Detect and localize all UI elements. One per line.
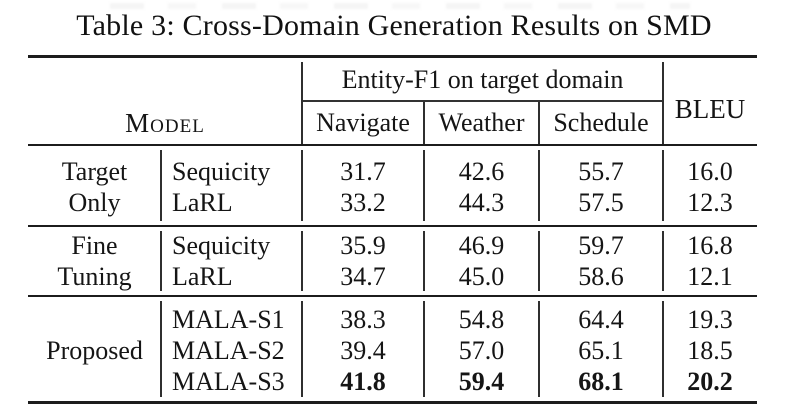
schedule-value: 65.1 <box>578 335 624 365</box>
navigate-value: 34.7 <box>340 261 386 291</box>
table-row: MALA-S2 39.4 57.0 65.1 18.5 <box>161 335 757 366</box>
bleu-value: 12.3 <box>687 187 733 217</box>
group-separator-rule-1 <box>28 225 757 227</box>
column-separator <box>538 301 540 397</box>
table-row: MALA-S3 41.8 59.4 68.1 20.2 <box>161 366 757 397</box>
group-label-line: Only <box>68 188 121 217</box>
navigate-value: 39.4 <box>340 335 386 365</box>
group-separator-rule-2 <box>28 295 757 297</box>
navigate-value: 33.2 <box>340 187 386 217</box>
weather-value: 44.3 <box>458 187 505 217</box>
column-separator <box>423 301 425 397</box>
model-name: MALA-S2 <box>172 335 285 365</box>
group-label: Fine Tuning <box>28 230 161 292</box>
weather-value: 45.0 <box>458 261 505 291</box>
column-separator <box>538 150 540 221</box>
column-separator <box>301 150 303 221</box>
header-separator-model-entity <box>301 62 303 144</box>
column-separator <box>160 231 162 291</box>
row-group-fine-tuning: Fine Tuning Sequicity 35.9 46.9 59.7 16.… <box>28 227 757 295</box>
navigate-value: 41.8 <box>340 366 386 396</box>
group-label-line: Target <box>61 157 128 186</box>
navigate-column-header: Navigate <box>316 108 410 137</box>
column-separator <box>301 231 303 291</box>
column-separator <box>423 150 425 221</box>
bleu-value: 16.8 <box>687 230 733 260</box>
row-group-proposed: Proposed MALA-S1 38.3 54.8 64.4 19.3 MAL… <box>28 297 757 401</box>
model-name: MALA-S3 <box>172 366 285 396</box>
column-separator <box>662 301 664 397</box>
schedule-value: 64.4 <box>578 304 624 334</box>
column-separator <box>301 301 303 397</box>
group-label: Target Only <box>28 156 161 218</box>
model-name: Sequicity <box>172 156 271 186</box>
entity-f1-underline <box>302 100 663 102</box>
bleu-value: 16.0 <box>687 156 733 186</box>
column-separator <box>662 231 664 291</box>
bleu-column-header: BLEU <box>674 93 746 124</box>
schedule-column-header: Schedule <box>553 108 649 137</box>
table-row: MALA-S1 38.3 54.8 64.4 19.3 <box>161 304 757 335</box>
schedule-value: 57.5 <box>578 187 624 217</box>
model-name: LaRL <box>172 187 233 217</box>
table-bottom-rule <box>28 401 757 404</box>
group-label-line: Fine <box>71 231 118 260</box>
navigate-value: 31.7 <box>340 156 386 186</box>
weather-value: 59.4 <box>458 366 505 396</box>
model-column-header: Model <box>125 107 205 138</box>
bleu-value: 18.5 <box>687 335 733 365</box>
column-separator <box>662 150 664 221</box>
schedule-value: 59.7 <box>578 230 624 260</box>
table-row: LaRL 33.2 44.3 57.5 12.3 <box>161 187 757 218</box>
model-name: Sequicity <box>172 230 271 260</box>
schedule-value: 58.6 <box>578 261 624 291</box>
row-group-target-only: Target Only Sequicity 31.7 42.6 55.7 16.… <box>28 146 757 225</box>
navigate-value: 35.9 <box>340 230 386 260</box>
weather-value: 57.0 <box>458 335 505 365</box>
column-separator <box>160 150 162 221</box>
weather-value: 42.6 <box>458 156 505 186</box>
navigate-value: 38.3 <box>340 304 386 334</box>
group-label-line: Tuning <box>57 262 132 291</box>
table-header: Entity-F1 on target domain Model Navigat… <box>28 58 757 144</box>
weather-value: 54.8 <box>458 304 505 334</box>
bleu-value: 20.2 <box>687 366 733 396</box>
column-separator <box>160 301 162 397</box>
header-separator-weather-schedule <box>538 102 540 144</box>
schedule-value: 55.7 <box>578 156 624 186</box>
bleu-value: 19.3 <box>687 304 733 334</box>
column-separator <box>423 231 425 291</box>
bleu-value: 12.1 <box>687 261 733 291</box>
table-top-rule <box>28 55 757 58</box>
header-separator-navigate-weather <box>423 102 425 144</box>
table-row: LaRL 34.7 45.0 58.6 12.1 <box>161 261 757 292</box>
header-bottom-rule <box>28 144 757 146</box>
weather-column-header: Weather <box>438 108 525 137</box>
weather-value: 46.9 <box>458 230 505 260</box>
entity-f1-group-header: Entity-F1 on target domain <box>341 65 624 94</box>
table-row: Sequicity 35.9 46.9 59.7 16.8 <box>161 230 757 261</box>
group-label: Proposed <box>28 304 161 397</box>
header-separator-entity-bleu <box>662 62 664 144</box>
model-name: LaRL <box>172 261 233 291</box>
table-row: Sequicity 31.7 42.6 55.7 16.0 <box>161 156 757 187</box>
group-label-line: Proposed <box>46 336 143 365</box>
table-caption: Table 3: Cross-Domain Generation Results… <box>76 9 712 42</box>
column-separator <box>538 231 540 291</box>
model-name: MALA-S1 <box>172 304 285 334</box>
schedule-value: 68.1 <box>578 366 624 396</box>
cropped-content-artifact <box>110 3 690 9</box>
